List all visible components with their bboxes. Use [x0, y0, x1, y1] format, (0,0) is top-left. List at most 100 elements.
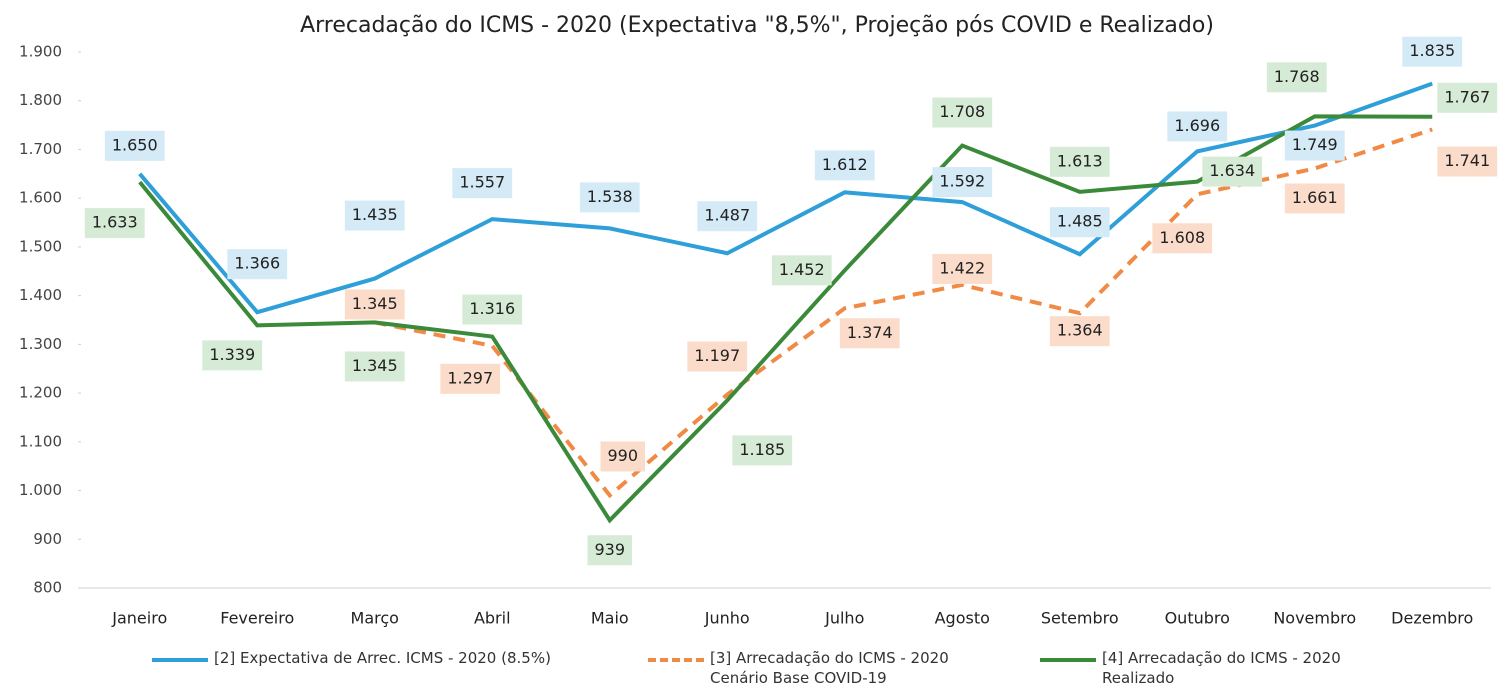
- data-label: 1.345: [352, 294, 398, 313]
- series-line: [138, 81, 1433, 315]
- data-label-box: [1049, 316, 1110, 347]
- chart-title: Arrecadação do ICMS - 2020 (Expectativa …: [300, 13, 1214, 38]
- data-label: 1.345: [352, 356, 398, 375]
- data-label: 1.339: [209, 345, 255, 364]
- y-tick-label: 1.600: [19, 189, 62, 207]
- series-line: [374, 127, 1433, 499]
- y-tick-label: 800: [33, 579, 62, 597]
- y-tick-label: 1.000: [19, 481, 62, 499]
- x-tick-label: Fevereiro: [220, 609, 294, 628]
- legend-label: [4] Arrecadação do ICMS - 2020 Realizado: [1102, 649, 1341, 687]
- data-label: 1.364: [1057, 321, 1103, 340]
- data-label-box: [932, 97, 993, 128]
- data-label-box: [84, 208, 145, 239]
- data-label: 1.185: [739, 440, 785, 459]
- data-label-box: [1266, 62, 1327, 93]
- data-label-box: [587, 535, 633, 566]
- data-label-box: [344, 351, 405, 382]
- data-label-box: [1284, 130, 1345, 161]
- data-label-box: [1167, 111, 1228, 142]
- data-label-box: [814, 150, 875, 181]
- legend-label: [2] Expectativa de Arrec. ICMS - 2020 (8…: [214, 649, 551, 667]
- data-label: 990: [607, 446, 638, 465]
- data-label-box: [462, 294, 523, 325]
- legend: [2] Expectativa de Arrec. ICMS - 2020 (8…: [0, 648, 1501, 694]
- data-label: 1.316: [469, 299, 515, 318]
- data-label: 1.592: [939, 172, 985, 191]
- y-tick-label: 1.300: [19, 335, 62, 353]
- x-tick-label: Janeiro: [111, 609, 167, 628]
- data-label: 1.633: [92, 213, 138, 232]
- data-label-box: [839, 318, 900, 349]
- data-label: 1.634: [1209, 161, 1255, 180]
- data-label-box: [687, 341, 748, 372]
- data-label: 939: [594, 540, 625, 559]
- data-label-box: [344, 289, 405, 320]
- x-tick-label: Agosto: [935, 609, 990, 628]
- x-tick-label: Maio: [591, 609, 629, 628]
- y-tick-label: 1.200: [19, 384, 62, 402]
- legend-swatch: [1040, 658, 1096, 662]
- data-label-box: [1437, 146, 1498, 177]
- data-label: 1.650: [112, 135, 158, 154]
- data-label-box: [1402, 36, 1463, 67]
- data-label: 1.557: [459, 173, 505, 192]
- data-label-box: [452, 168, 513, 199]
- y-tick-label: 900: [33, 530, 62, 548]
- data-label: 1.487: [704, 206, 750, 225]
- data-label: 1.768: [1274, 67, 1320, 86]
- data-label-box: [600, 441, 646, 472]
- y-tick-label: 1.800: [19, 91, 62, 109]
- data-label: 1.749: [1292, 135, 1338, 154]
- chart: Arrecadação do ICMS - 2020 (Expectativa …: [19, 13, 1498, 628]
- x-tick-label: Março: [351, 609, 399, 628]
- data-label-box: [697, 201, 758, 232]
- y-tick-label: 1.100: [19, 432, 62, 450]
- y-tick-label: 1.400: [19, 286, 62, 304]
- data-label: 1.452: [779, 260, 825, 279]
- data-label: 1.197: [694, 346, 740, 365]
- y-tick-label: 1.700: [19, 140, 62, 158]
- data-label: 1.297: [447, 368, 493, 387]
- x-tick-label: Junho: [704, 609, 750, 628]
- data-label-box: [1284, 183, 1345, 214]
- data-label: 1.741: [1444, 151, 1490, 170]
- legend-label: [3] Arrecadação do ICMS - 2020 Cenário B…: [710, 649, 949, 687]
- data-label: 1.374: [847, 323, 893, 342]
- data-label-box: [202, 340, 263, 371]
- data-label-box: [1437, 82, 1498, 113]
- data-label-box: [732, 435, 793, 466]
- data-label: 1.422: [939, 258, 985, 277]
- data-label: 1.608: [1159, 228, 1205, 247]
- data-label: 1.696: [1174, 116, 1220, 135]
- data-label-box: [932, 167, 993, 198]
- data-label-box: [104, 130, 165, 161]
- legend-swatch: [648, 658, 704, 662]
- y-tick-label: 1.900: [19, 43, 62, 61]
- data-label: 1.767: [1444, 87, 1490, 106]
- data-label-box: [344, 200, 405, 231]
- data-label: 1.366: [234, 254, 280, 273]
- data-label-box: [579, 182, 640, 213]
- data-label: 1.661: [1292, 188, 1338, 207]
- x-tick-label: Dezembro: [1391, 609, 1473, 628]
- data-label: 1.708: [939, 102, 985, 121]
- x-tick-label: Abril: [474, 609, 511, 628]
- data-label-box: [1049, 207, 1110, 238]
- data-label: 1.612: [822, 155, 868, 174]
- data-label-box: [932, 253, 993, 284]
- data-label: 1.485: [1057, 212, 1103, 231]
- data-label-box: [771, 255, 832, 286]
- x-tick-label: Julho: [824, 609, 864, 628]
- x-tick-label: Setembro: [1041, 609, 1119, 628]
- data-label: 1.613: [1057, 151, 1103, 170]
- data-label: 1.435: [352, 205, 398, 224]
- x-tick-label: Outubro: [1165, 609, 1230, 628]
- data-label-box: [1202, 156, 1263, 187]
- x-tick-label: Novembro: [1273, 609, 1356, 628]
- data-label: 1.835: [1409, 41, 1455, 60]
- data-label-box: [440, 363, 501, 394]
- data-label: 1.538: [587, 187, 633, 206]
- data-label-box: [1049, 146, 1110, 177]
